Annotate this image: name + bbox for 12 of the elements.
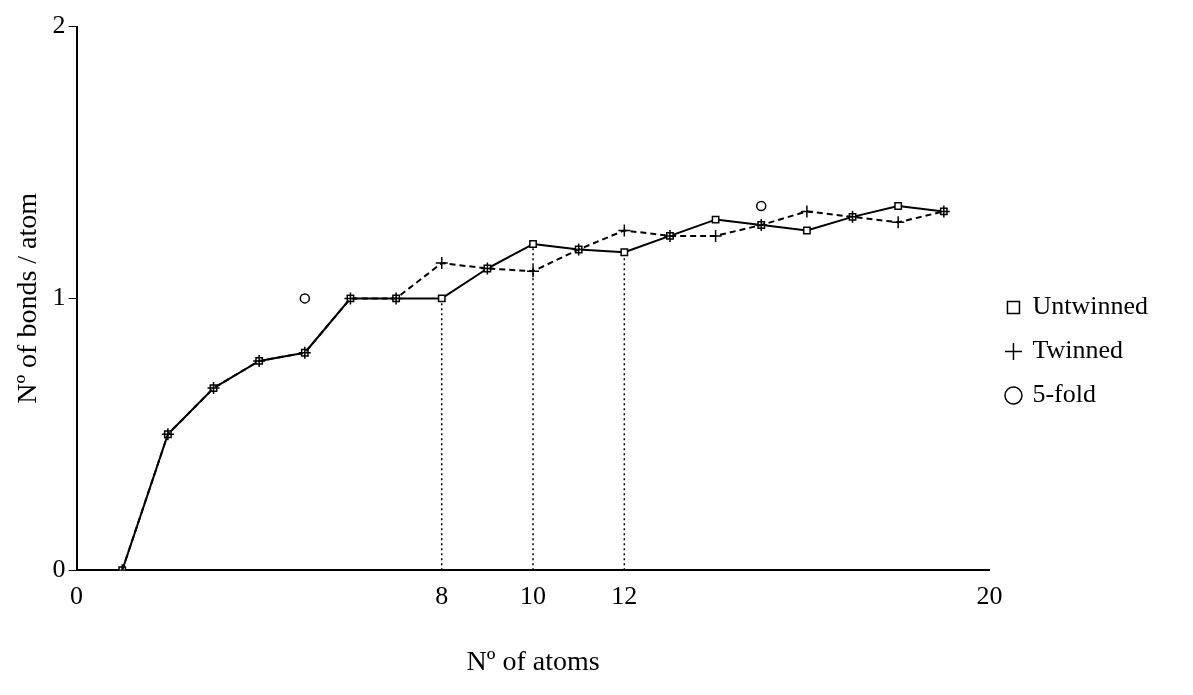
- y-tick-label: 2: [52, 10, 66, 40]
- x-tick-label: 8: [435, 580, 449, 610]
- y-tick-label: 0: [52, 554, 66, 584]
- legend-label: 5-fold: [1032, 379, 1097, 409]
- legend-label: Untwinned: [1032, 291, 1149, 321]
- y-axis-title: Nº of bonds / atom: [11, 192, 43, 404]
- x-axis-title: Nº of atoms: [466, 644, 600, 676]
- x-tick-label: 10: [520, 580, 547, 610]
- x-tick-label: 20: [976, 580, 1003, 610]
- y-tick-label: 1: [52, 282, 66, 312]
- legend-label: Twinned: [1032, 335, 1124, 365]
- x-tick-label: 12: [611, 580, 638, 610]
